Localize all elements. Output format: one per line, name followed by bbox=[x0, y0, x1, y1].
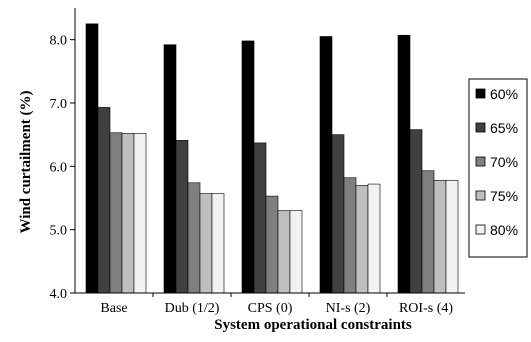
x-tick-label: ROI-s (4) bbox=[399, 301, 453, 316]
bar bbox=[163, 44, 177, 294]
bar bbox=[97, 107, 111, 294]
bar bbox=[121, 133, 135, 294]
legend-swatch bbox=[475, 122, 486, 133]
legend: 60% 65% 70% 75% 80% bbox=[468, 78, 528, 258]
x-tick-label: Dub (1/2) bbox=[165, 301, 220, 316]
x-tick-label: NI-s (2) bbox=[326, 301, 371, 316]
y-tick-label: 4.0 bbox=[50, 287, 68, 302]
legend-swatch bbox=[475, 156, 486, 167]
bar bbox=[355, 185, 369, 294]
legend-label: 60% bbox=[490, 86, 518, 102]
bar bbox=[109, 132, 123, 294]
bar bbox=[277, 210, 291, 294]
plot-area bbox=[85, 23, 459, 294]
bar bbox=[445, 179, 459, 294]
bar bbox=[175, 140, 189, 294]
bar bbox=[289, 210, 303, 294]
bar bbox=[187, 182, 201, 294]
y-tick-label: 6.0 bbox=[50, 160, 68, 175]
y-tick-label: 5.0 bbox=[50, 224, 68, 239]
legend-swatch bbox=[475, 190, 486, 201]
bar bbox=[319, 36, 333, 294]
bar bbox=[265, 195, 279, 294]
y-tick-label: 8.0 bbox=[50, 34, 68, 49]
bar bbox=[241, 40, 255, 294]
legend-label: 80% bbox=[490, 222, 518, 238]
bar bbox=[133, 133, 147, 294]
legend-swatch bbox=[475, 224, 486, 235]
legend-swatch bbox=[475, 88, 486, 99]
bar bbox=[409, 129, 423, 294]
y-tick-label: 7.0 bbox=[50, 97, 68, 112]
bar bbox=[367, 183, 381, 294]
legend-label: 70% bbox=[490, 154, 518, 170]
bar bbox=[211, 193, 225, 294]
bar bbox=[421, 170, 435, 294]
bar bbox=[433, 179, 447, 294]
x-axis: Base Dub (1/2) CPS (0) NI-s (2) ROI-s (4) bbox=[75, 292, 465, 316]
bar bbox=[253, 142, 267, 294]
x-axis-title: System operational constraints bbox=[214, 317, 412, 333]
y-axis: 4.0 5.0 6.0 7.0 8.0 bbox=[50, 8, 76, 302]
bar bbox=[343, 177, 357, 294]
legend-label: 65% bbox=[490, 120, 518, 136]
x-tick-label: Base bbox=[100, 301, 127, 316]
bar bbox=[85, 23, 99, 294]
legend-label: 75% bbox=[490, 188, 518, 204]
bar bbox=[199, 193, 213, 294]
bar bbox=[331, 134, 345, 294]
y-axis-title: Wind curtailment (%) bbox=[18, 90, 34, 233]
bar bbox=[397, 34, 411, 294]
x-tick-label: CPS (0) bbox=[248, 301, 293, 316]
